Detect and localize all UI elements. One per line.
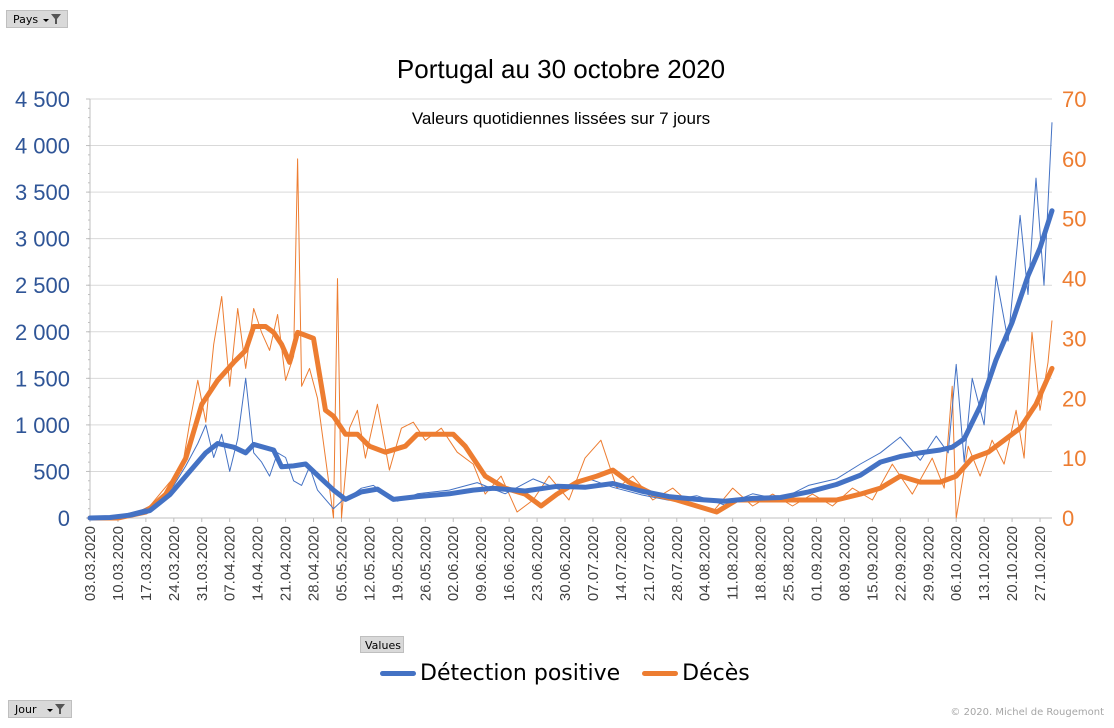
y-left-tick-label: 1 500	[15, 366, 70, 391]
filter-dropdown-icon	[42, 13, 62, 31]
legend: Détection positive Décès	[380, 658, 772, 688]
jour-filter-label: Jour	[15, 703, 37, 716]
x-tick-label: 07.07.2020	[585, 526, 602, 601]
x-tick-label: 24.03.2020	[166, 526, 183, 601]
legend-label-detection: Détection positive	[420, 660, 621, 686]
y-right-axis: 0 10 20 30 40 50 60 70	[1062, 87, 1086, 531]
pays-filter-button[interactable]: Pays	[6, 10, 68, 28]
y-left-tick-label: 500	[33, 459, 70, 484]
x-tick-label: 18.08.2020	[753, 526, 770, 601]
legend-swatch-deces	[642, 670, 679, 676]
y-left-tick-label: 2 500	[15, 273, 70, 298]
x-tick-label: 21.07.2020	[641, 526, 658, 601]
x-tick-label: 29.09.2020	[920, 526, 937, 601]
y-left-tick-label: 4 000	[15, 134, 70, 159]
x-tick-label: 30.06.2020	[557, 526, 574, 601]
gridlines	[90, 98, 1052, 472]
y-left-tick-label: 3 000	[15, 227, 70, 252]
x-tick-label: 14.04.2020	[250, 526, 267, 601]
x-tick-label: 25.08.2020	[781, 526, 798, 601]
legend-swatch-detection	[380, 670, 416, 676]
y-left-tick-label: 3 500	[15, 180, 70, 205]
x-tick-label: 20.10.2020	[1004, 526, 1021, 601]
y-left-tick-label: 0	[58, 506, 70, 531]
x-tick-label: 07.04.2020	[222, 526, 239, 601]
x-tick-label: 03.03.2020	[82, 526, 99, 601]
y-right-tick-label: 70	[1062, 87, 1086, 112]
x-tick-label: 23.06.2020	[529, 526, 546, 601]
x-tick-label: 10.03.2020	[110, 526, 127, 601]
x-tick-label: 08.09.2020	[836, 526, 853, 601]
x-tick-label: 15.09.2020	[864, 526, 881, 601]
chart-subtitle: Valeurs quotidiennes lissées sur 7 jours	[412, 109, 710, 128]
x-tick-label: 16.06.2020	[501, 526, 518, 601]
series-raw-line	[90, 158, 1053, 519]
x-tick-label: 19.05.2020	[389, 526, 406, 601]
x-tick-label: 06.10.2020	[948, 526, 965, 601]
x-tick-label: 11.08.2020	[725, 526, 742, 600]
x-tick-label: 27.10.2020	[1032, 526, 1049, 601]
x-axis: 03.03.2020 10.03.2020 17.03.2020 24.03.2020…	[82, 518, 1049, 601]
series-smoothed-line	[87, 208, 1055, 521]
y-left-axis: 0 500 1 000 1 500 2 000 2 500 3 000 3 500 4 000 4…	[15, 87, 90, 531]
x-tick-label: 31.03.2020	[194, 526, 211, 601]
series-layer	[87, 122, 1055, 521]
y-right-tick-label: 50	[1062, 207, 1086, 232]
chart-title: Portugal au 30 octobre 2020	[397, 54, 725, 84]
y-left-tick-label: 1 000	[15, 413, 70, 438]
values-field-button[interactable]: Values	[360, 636, 404, 653]
x-tick-label: 12.05.2020	[361, 526, 378, 601]
x-tick-label: 28.04.2020	[306, 526, 323, 601]
y-right-tick-label: 40	[1062, 267, 1086, 292]
y-right-tick-label: 10	[1062, 446, 1086, 471]
y-left-tick-label: 4 500	[15, 87, 70, 112]
x-tick-label: 22.09.2020	[892, 526, 909, 601]
y-right-tick-label: 0	[1062, 506, 1074, 531]
series-raw-line	[89, 122, 1053, 519]
x-tick-label: 21.04.2020	[278, 526, 295, 601]
x-tick-label: 09.06.2020	[473, 526, 490, 601]
y-right-tick-label: 30	[1062, 326, 1086, 351]
y-left-tick-label: 2 000	[15, 320, 70, 345]
x-tick-label: 17.03.2020	[138, 526, 155, 601]
x-tick-label: 13.10.2020	[976, 526, 993, 601]
filter-dropdown-icon	[46, 703, 66, 721]
x-tick-label: 04.08.2020	[697, 526, 714, 601]
x-tick-label: 28.07.2020	[669, 526, 686, 601]
x-tick-label: 05.05.2020	[333, 526, 350, 601]
pays-filter-label: Pays	[13, 13, 39, 26]
x-tick-label: 14.07.2020	[613, 526, 630, 601]
legend-item-detection: Détection positive	[380, 661, 620, 686]
jour-filter-button[interactable]: Jour	[8, 700, 72, 718]
y-right-tick-label: 60	[1062, 147, 1086, 172]
y-right-tick-label: 20	[1062, 386, 1086, 411]
legend-item-deces: Décès	[642, 661, 750, 686]
x-tick-label: 02.06.2020	[445, 526, 462, 601]
x-tick-label: 01.09.2020	[808, 526, 825, 601]
values-field-label: Values	[365, 639, 401, 652]
copyright-text: © 2020. Michel de Rougemont	[950, 707, 1104, 718]
legend-label-deces: Décès	[682, 660, 750, 686]
x-tick-label: 26.05.2020	[417, 526, 434, 601]
